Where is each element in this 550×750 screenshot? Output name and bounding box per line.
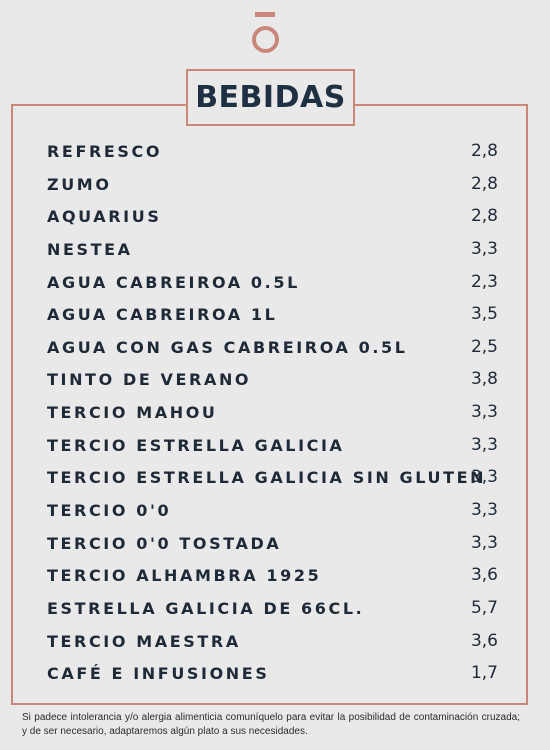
menu-item-name: ZUMO — [47, 174, 112, 194]
menu-item: NESTEA 3,3 — [0, 234, 550, 267]
logo-macron-bar — [255, 12, 275, 17]
menu-item: TERCIO ESTRELLA GALICIA 3,3 — [0, 430, 550, 463]
menu-item-price: 3,6 — [470, 630, 498, 651]
menu-item-name: AGUA CABREIROA 1L — [47, 305, 278, 325]
allergy-notice: Si padece intolerancia y/o alergia alime… — [22, 712, 520, 737]
menu-item-price: 3,3 — [470, 532, 498, 553]
title-box: BEBIDAS — [186, 69, 355, 126]
menu-item-price: 3,5 — [470, 304, 498, 325]
menu-item-price: 3,3 — [470, 402, 498, 423]
menu-item-name: TERCIO ESTRELLA GALICIA SIN GLUTEN — [47, 468, 487, 488]
page-title: BEBIDAS — [195, 80, 346, 115]
menu-item: TINTO DE VERANO 3,8 — [0, 364, 550, 397]
logo-ring — [252, 26, 279, 53]
menu-item-name: TINTO DE VERANO — [47, 370, 252, 390]
menu-item-price: 2,5 — [470, 336, 498, 357]
menu-item-price: 3,6 — [470, 565, 498, 586]
menu-item: TERCIO ESTRELLA GALICIA SIN GLUTEN 3,3 — [0, 462, 550, 495]
menu-item: ESTRELLA GALICIA DE 66CL. 5,7 — [0, 593, 550, 626]
menu-item-name: TERCIO ESTRELLA GALICIA — [47, 435, 345, 455]
menu-item-name: AGUA CABREIROA 0.5L — [47, 272, 300, 292]
menu-item: AGUA CABREIROA 0.5L 2,3 — [0, 267, 550, 300]
menu-item-price: 2,3 — [470, 271, 498, 292]
menu-item-price: 3,3 — [470, 434, 498, 455]
menu-item: CAFÉ E INFUSIONES 1,7 — [0, 658, 550, 691]
menu-item-name: NESTEA — [47, 239, 133, 259]
menu-item-price: 3,3 — [470, 238, 498, 259]
menu-item-name: ESTRELLA GALICIA DE 66CL. — [47, 598, 365, 618]
menu-item-name: AGUA CON GAS CABREIROA 0.5L — [47, 337, 408, 357]
menu-item: AQUARIUS 2,8 — [0, 201, 550, 234]
menu-item-price: 3,3 — [470, 500, 498, 521]
menu-item-name: TERCIO 0'0 TOSTADA — [47, 533, 282, 553]
menu-item-name: AQUARIUS — [47, 207, 162, 227]
menu-item: TERCIO MAESTRA 3,6 — [0, 626, 550, 659]
o-macron-logo-icon — [250, 12, 282, 54]
menu-item: AGUA CABREIROA 1L 3,5 — [0, 299, 550, 332]
menu-item-price: 2,8 — [470, 173, 498, 194]
menu-item-name: TERCIO 0'0 — [47, 501, 172, 521]
menu-item: TERCIO ALHAMBRA 1925 3,6 — [0, 560, 550, 593]
menu-item-price: 5,7 — [470, 597, 498, 618]
menu-item: TERCIO 0'0 TOSTADA 3,3 — [0, 528, 550, 561]
menu-item: REFRESCO 2,8 — [0, 136, 550, 169]
menu-item: TERCIO MAHOU 3,3 — [0, 397, 550, 430]
menu-item-name: CAFÉ E INFUSIONES — [47, 664, 270, 684]
menu-item-name: TERCIO MAHOU — [47, 403, 218, 423]
menu-item-price: 2,8 — [470, 141, 498, 161]
menu-item-name: TERCIO ALHAMBRA 1925 — [47, 566, 322, 586]
menu-item: TERCIO 0'0 3,3 — [0, 495, 550, 528]
menu-item-price: 1,7 — [470, 663, 498, 684]
menu-item-name: REFRESCO — [47, 142, 163, 161]
menu-item: ZUMO 2,8 — [0, 169, 550, 202]
menu-list: REFRESCO 2,8 ZUMO 2,8 AQUARIUS 2,8 NESTEA 3,3 AG… — [0, 136, 550, 691]
menu-item-price: 3,8 — [470, 369, 498, 390]
menu-item-price: 2,8 — [470, 206, 498, 227]
menu-item: AGUA CON GAS CABREIROA 0.5L 2,5 — [0, 332, 550, 365]
menu-item-price: 3,3 — [470, 467, 498, 488]
menu-item-name: TERCIO MAESTRA — [47, 631, 241, 651]
